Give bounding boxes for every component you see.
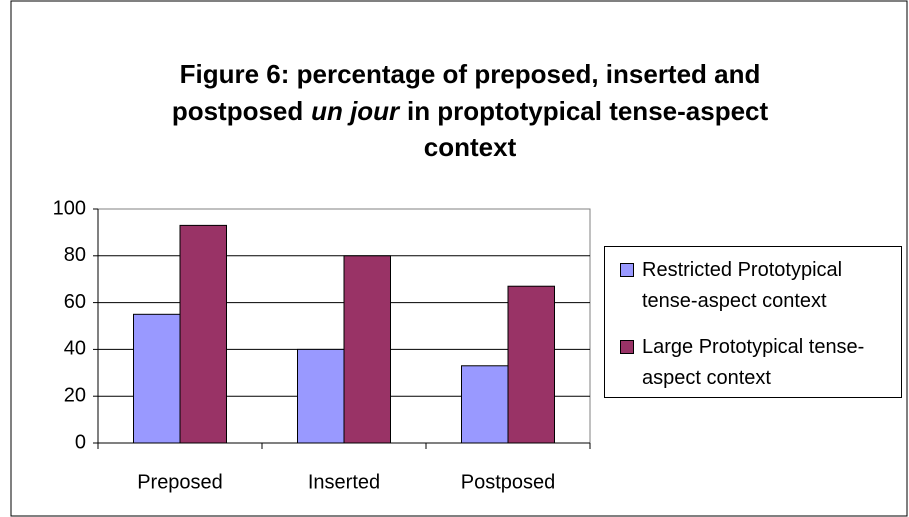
title-segment: context: [424, 132, 517, 162]
bar: [297, 348, 345, 444]
legend-swatch: [620, 263, 634, 277]
bar: [507, 285, 555, 444]
y-tick-label: 0: [75, 431, 86, 453]
legend: Restricted Prototypical tense-aspect con…: [604, 246, 902, 398]
y-tick-label: 20: [64, 384, 86, 406]
y-tick-label: 80: [64, 244, 86, 266]
bar: [461, 365, 509, 444]
title-segment: Figure 6: percentage of preposed, insert…: [180, 59, 761, 89]
x-tick-label: Preposed: [137, 471, 223, 493]
legend-label: Large Prototypical tense-aspect context: [642, 336, 865, 389]
chart-title: Figure 6: percentage of preposed, insert…: [180, 59, 761, 89]
bar: [343, 255, 391, 444]
y-tick-label: 60: [64, 291, 86, 313]
bar: [179, 224, 227, 444]
chart-title: postposed un jour in proptotypical tense-a…: [172, 96, 769, 126]
bar: [133, 313, 181, 444]
legend-entry: Large Prototypical tense-aspect context: [620, 332, 890, 394]
y-tick-label: 40: [64, 338, 86, 360]
y-tick-label: 100: [53, 197, 86, 219]
legend-swatch: [620, 340, 634, 354]
title-segment: un jour: [311, 96, 401, 126]
x-tick-label: Inserted: [308, 471, 380, 493]
title-segment: in proptotypical tense-aspect: [407, 96, 769, 126]
legend-label: Restricted Prototypical tense-aspect con…: [642, 259, 843, 312]
title-segment: postposed: [172, 96, 303, 126]
legend-entry: Restricted Prototypical tense-aspect con…: [620, 255, 890, 317]
x-tick-label: Postposed: [461, 471, 556, 493]
chart-title: context: [424, 132, 517, 162]
